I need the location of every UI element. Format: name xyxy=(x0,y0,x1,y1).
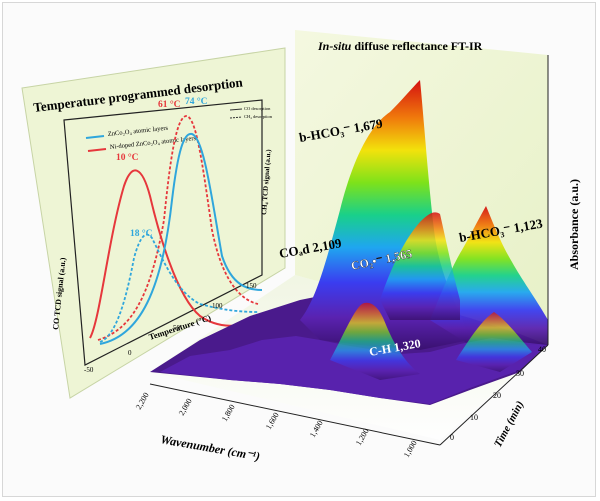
legend-label-solid: CO desorption xyxy=(244,106,271,111)
curve-zncoo-co xyxy=(99,132,263,345)
wavenumber-tick: 2,200 xyxy=(134,391,151,411)
main-title-rest: diffuse reflectance FT-IR xyxy=(351,39,482,53)
peak-label-18: 18 °C xyxy=(130,228,153,239)
tpd-xtick: 150 xyxy=(246,282,257,290)
peak-label-10: 10 °C xyxy=(116,152,139,163)
surface-front-ridges xyxy=(160,336,548,404)
surface-right-lower-wave xyxy=(456,312,532,372)
legend-line-a xyxy=(85,135,105,139)
tpd-inset: Temperature programmed desorption ZnCo₂O… xyxy=(21,47,286,399)
tpd-xtick: 100 xyxy=(212,302,223,310)
ftir-surface xyxy=(150,80,548,405)
surface-lower-wave xyxy=(330,302,420,380)
peak-label-74: 74 °C xyxy=(185,96,208,107)
legend-line-solid xyxy=(229,108,243,111)
time-ticks: 0 10 20 30 40 xyxy=(450,345,546,442)
wavenumber-tick: 1,600 xyxy=(264,411,281,431)
time-tick: 10 xyxy=(470,413,478,422)
absorbance-label: Absorbance (a.u.) xyxy=(567,179,581,270)
tpd-panel xyxy=(21,47,286,399)
tpd-xtick: 0 xyxy=(128,349,132,357)
wavenumber-tick: 1,400 xyxy=(308,419,325,439)
wavenumber-tick: 2,000 xyxy=(177,397,194,417)
wavenumber-tick: 1,000 xyxy=(402,439,419,459)
time-tick: 40 xyxy=(538,345,546,354)
main-title-prefix: In-situ xyxy=(317,39,352,53)
legend-line-b xyxy=(87,148,107,152)
curve-ni-doped-ch4 xyxy=(97,115,259,341)
tpd-xtick: 50 xyxy=(173,324,181,332)
tpd-plot-box xyxy=(63,99,263,366)
tpd-xtick: -50 xyxy=(84,366,94,374)
time-axis xyxy=(439,344,549,446)
legend-label-dotted: CH₄ desorption xyxy=(244,114,273,119)
curve-ni-doped-co xyxy=(89,169,259,339)
wavenumber-axis xyxy=(149,383,441,446)
wavenumber-label: Wavenumber (cm⁻¹) xyxy=(159,432,261,463)
legend-line-dotted xyxy=(229,116,243,119)
main-title: In-situ diffuse reflectance FT-IR xyxy=(317,39,483,53)
peak-label-61: 61 °C xyxy=(158,99,181,110)
time-tick: 30 xyxy=(516,369,524,378)
surface-shoulder xyxy=(380,212,460,320)
time-tick: 0 xyxy=(450,433,454,442)
time-tick: 20 xyxy=(493,391,501,400)
time-label: Time (min) xyxy=(492,399,526,449)
wavenumber-tick: 1,800 xyxy=(220,403,237,423)
curve-zncoo-ch4 xyxy=(99,233,259,343)
